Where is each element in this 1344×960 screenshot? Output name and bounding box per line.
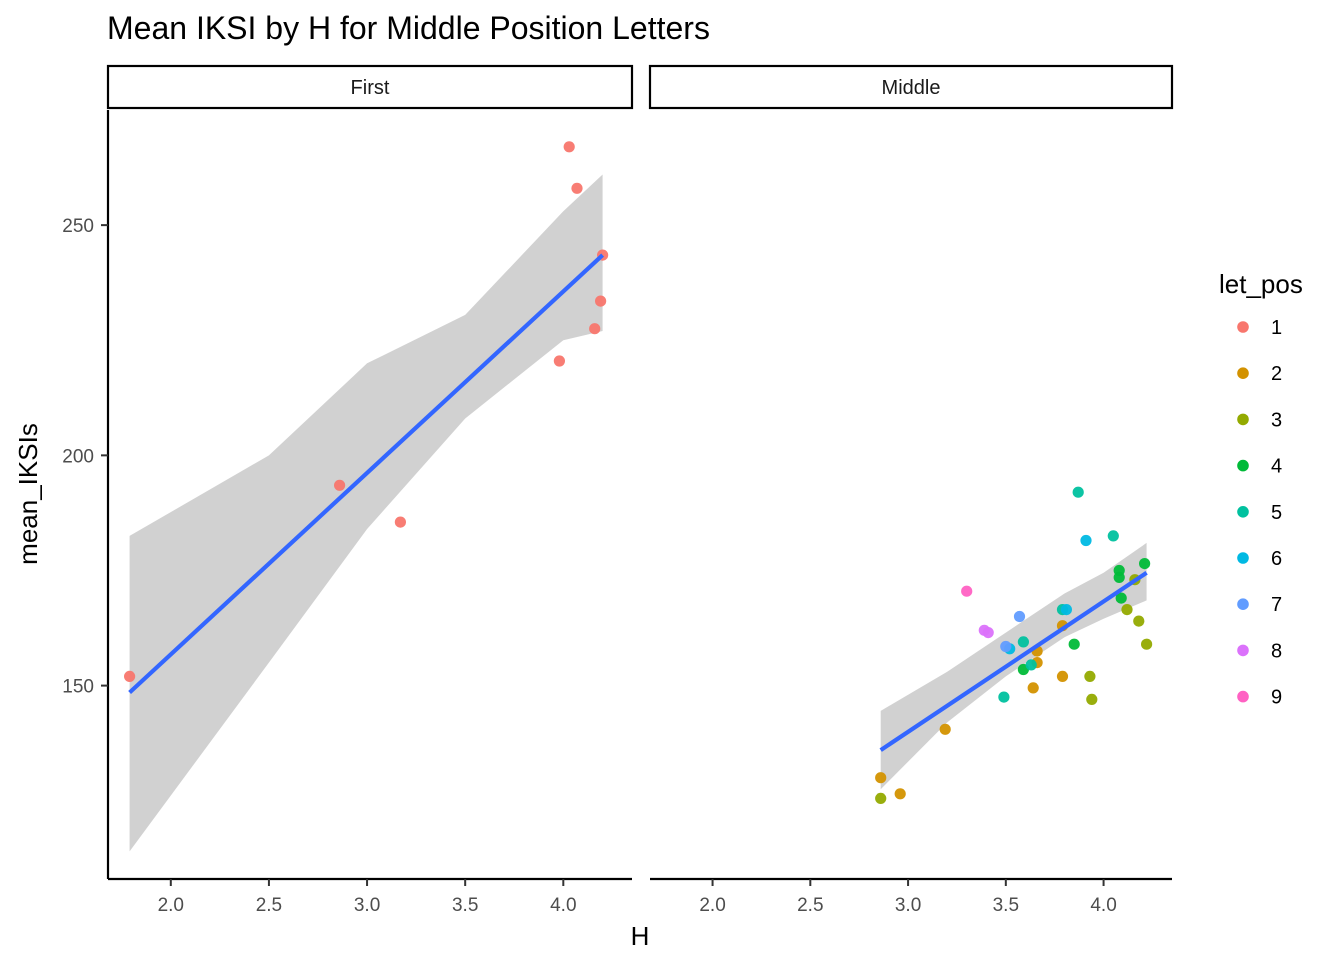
- data-point-middle-30: [1000, 640, 1012, 653]
- data-point-middle-22: [1017, 636, 1029, 648]
- data-point-first-6: [589, 323, 601, 335]
- y-tick-label-2: 250: [62, 216, 94, 237]
- data-point-middle-33: [982, 627, 994, 639]
- data-point-first-7: [595, 295, 607, 307]
- legend-label-1: 1: [1271, 317, 1282, 339]
- data-point-middle-9: [1084, 670, 1096, 683]
- data-point-first-0: [124, 670, 136, 683]
- y-tick-label-0: 150: [62, 677, 94, 698]
- legend-key-8: [1237, 644, 1249, 657]
- panel-first: First: [106, 64, 634, 881]
- data-point-middle-10: [1086, 693, 1098, 706]
- legend-label-9: 9: [1271, 687, 1282, 709]
- fit-line-middle: [879, 571, 1148, 752]
- data-point-middle-11: [1121, 604, 1133, 616]
- data-point-middle-26: [1107, 530, 1119, 542]
- data-point-middle-8: [875, 792, 887, 805]
- legend-label-5: 5: [1271, 502, 1282, 524]
- data-point-middle-34: [961, 585, 973, 597]
- strip-label-first: First: [351, 77, 390, 99]
- legend-key-2: [1237, 367, 1249, 380]
- data-point-first-2: [394, 516, 406, 528]
- x-tick-label-first-0: 2.0: [158, 895, 184, 916]
- x-tick-label-middle-3: 3.5: [993, 895, 1019, 916]
- data-point-first-5: [571, 182, 583, 194]
- legend: let_pos 1 2 3 4 5 6 7 8 9: [1219, 269, 1303, 709]
- legend-key-4: [1237, 459, 1249, 472]
- legend-label-6: 6: [1271, 548, 1282, 570]
- legend-label-8: 8: [1271, 640, 1282, 662]
- data-point-middle-19: [1115, 592, 1127, 604]
- data-point-middle-13: [1133, 615, 1145, 627]
- x-axis-title: H: [631, 921, 650, 951]
- x-tick-label-middle-2: 3.0: [895, 895, 921, 916]
- x-tick-label-first-3: 3.5: [452, 895, 478, 916]
- legend-key-9: [1237, 690, 1249, 703]
- legend-label-7: 7: [1271, 594, 1282, 616]
- x-tick-label-first-4: 4.0: [550, 895, 576, 916]
- plot-area-middle: [875, 486, 1153, 805]
- data-point-middle-25: [1072, 486, 1084, 498]
- data-point-first-4: [563, 141, 575, 153]
- x-tick-label-first-2: 3.0: [354, 895, 380, 916]
- legend-title: let_pos: [1219, 269, 1303, 299]
- legend-key-3: [1237, 413, 1249, 426]
- x-axis-ticks: 2.0 2.5 3.0 3.5 4.0 2.0 2.5 3.0 3.5 4.0: [158, 879, 1117, 916]
- data-point-middle-1: [894, 788, 906, 800]
- confidence-band-middle: [880, 542, 1147, 790]
- x-tick-label-first-1: 2.5: [256, 895, 282, 916]
- legend-key-7: [1237, 598, 1249, 610]
- data-point-middle-29: [1080, 534, 1092, 547]
- data-point-middle-23: [1025, 659, 1037, 671]
- strip-middle: [648, 64, 1174, 110]
- data-point-middle-6: [1056, 670, 1069, 683]
- data-point-middle-18: [1113, 571, 1125, 584]
- data-point-first-3: [553, 355, 566, 367]
- panel-middle: Middle: [648, 64, 1174, 881]
- data-point-middle-21: [998, 691, 1010, 703]
- data-point-middle-0: [875, 772, 887, 784]
- data-point-middle-14: [1141, 638, 1153, 650]
- y-tick-label-1: 200: [62, 446, 94, 467]
- data-point-middle-20: [1139, 558, 1151, 570]
- data-point-middle-2: [939, 723, 951, 735]
- data-point-middle-28: [1060, 604, 1072, 616]
- legend-label-3: 3: [1271, 409, 1282, 431]
- legend-label-4: 4: [1271, 456, 1282, 478]
- legend-label-2: 2: [1271, 363, 1282, 385]
- y-axis-title: mean_IKSIs: [13, 423, 43, 565]
- strip-label-middle: Middle: [882, 77, 941, 99]
- legend-key-5: [1237, 506, 1249, 518]
- x-tick-label-middle-1: 2.5: [797, 895, 823, 916]
- strip-first: [106, 64, 634, 110]
- legend-items: 1 2 3 4 5 6 7 8 9: [1237, 317, 1282, 709]
- legend-key-1: [1237, 321, 1249, 333]
- chart-title: Mean IKSI by H for Middle Position Lette…: [107, 10, 710, 46]
- legend-key-6: [1237, 552, 1249, 564]
- x-tick-label-middle-4: 4.0: [1090, 895, 1116, 916]
- x-tick-label-middle-0: 2.0: [699, 895, 725, 916]
- fit-line-first: [128, 253, 605, 695]
- plot-area-first: [124, 141, 609, 852]
- data-point-middle-31: [1013, 610, 1026, 623]
- data-point-first-1: [334, 479, 346, 491]
- confidence-band-first: [129, 174, 603, 852]
- data-point-middle-3: [1027, 682, 1039, 694]
- y-axis-ticks: 150 200 250: [62, 216, 108, 698]
- data-point-middle-16: [1068, 638, 1080, 650]
